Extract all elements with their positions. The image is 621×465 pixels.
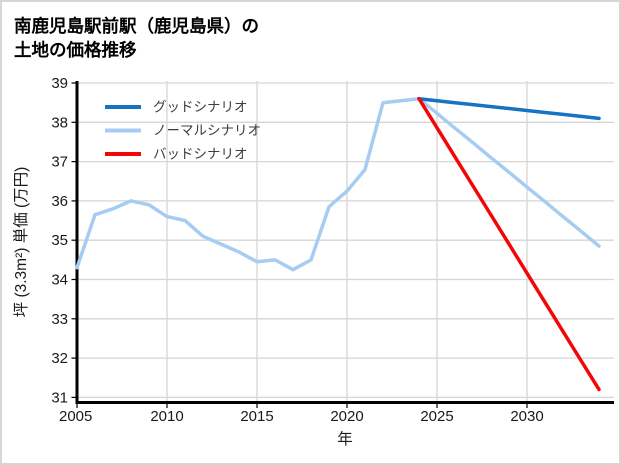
x-tick-label-2020: 2020 <box>330 408 363 425</box>
x-tick-label-2005: 2005 <box>59 408 92 425</box>
series-line-バッドシナリオ <box>417 96 601 392</box>
chart-title-line2: 土地の価格推移 <box>14 40 137 60</box>
x-tick-label-2030: 2030 <box>510 408 543 425</box>
y-tick-label-31: 31 <box>51 389 68 406</box>
y-tick-label-32: 32 <box>51 350 68 367</box>
legend-label-グッドシナリオ: グッドシナリオ <box>153 100 248 115</box>
legend-item-グッドシナリオ: グッドシナリオ <box>105 100 248 115</box>
x-tick-label-2025: 2025 <box>420 408 453 425</box>
x-axis-label: 年 <box>337 430 353 448</box>
y-tick-label-34: 34 <box>51 272 68 289</box>
series-line-グッドシナリオ <box>417 96 601 121</box>
y-tick-label-33: 33 <box>51 311 68 328</box>
grid-layer <box>76 81 614 403</box>
legend-item-バッドシナリオ: バッドシナリオ <box>105 147 248 162</box>
label-layer: 南鹿児島駅前駅（鹿児島県）の 土地の価格推移 年 坪 (3.3m²) 単価 (万… <box>12 16 353 448</box>
y-axis-label: 坪 (3.3m²) 単価 (万円) <box>12 167 30 318</box>
x-tick-label-2010: 2010 <box>150 408 183 425</box>
x-tick-label-2015: 2015 <box>240 408 273 425</box>
series-line-ノーマルシナリオ <box>75 96 601 272</box>
legend-label-ノーマルシナリオ: ノーマルシナリオ <box>153 123 261 138</box>
y-tick-label-37: 37 <box>51 154 68 171</box>
legend-item-ノーマルシナリオ: ノーマルシナリオ <box>105 123 261 138</box>
series-layer <box>75 96 601 392</box>
legend-label-バッドシナリオ: バッドシナリオ <box>153 147 248 162</box>
y-tick-label-35: 35 <box>51 232 68 249</box>
y-tick-label-38: 38 <box>51 114 68 131</box>
chart-title-line1: 南鹿児島駅前駅（鹿児島県）の <box>14 16 259 36</box>
y-tick-label-39: 39 <box>51 75 68 92</box>
y-tick-label-36: 36 <box>51 193 68 210</box>
axis-layer: 2005 2010 2015 2020 2025 2030 31 32 33 34 35 36 37 38… <box>51 75 614 425</box>
